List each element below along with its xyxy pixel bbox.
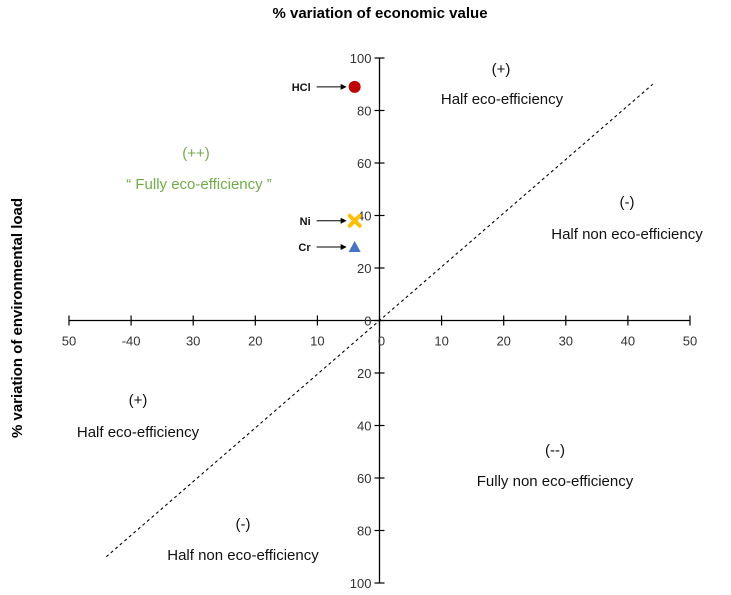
y-tick-label: 60	[357, 156, 371, 171]
y-tick-label: 100	[350, 51, 372, 66]
annotation-q2-sign: (-)	[620, 194, 635, 211]
annotation-q4-text: Half eco-efficiency	[77, 424, 200, 441]
point-label-hcl: HCl	[292, 82, 311, 94]
reference-line	[105, 83, 654, 558]
y-tick-label: 40	[357, 419, 371, 434]
point-arrowhead-cr	[340, 244, 347, 250]
point-hcl	[348, 80, 361, 93]
y-tick-label: 60	[357, 471, 371, 486]
annotation-q6-text: Half non eco-efficiency	[167, 547, 319, 564]
chart-title: % variation of economic value	[272, 5, 487, 22]
x-tick-label: 50	[683, 334, 697, 349]
point-cr	[348, 241, 361, 252]
x-tick-label: 50	[62, 334, 76, 349]
x-tick-label: 10	[434, 334, 448, 349]
point-label-ni: Ni	[300, 216, 311, 228]
annotation-q5-sign: (--)	[545, 442, 565, 459]
y-tick-label: 0	[364, 314, 371, 329]
y-tick-label: 100	[350, 576, 372, 591]
x-tick-label: 20	[496, 334, 510, 349]
point-ni	[347, 213, 362, 228]
annotation-q5-text: Fully non eco-efficiency	[477, 473, 634, 490]
y-axis-label: % variation of environmental load	[9, 198, 26, 438]
point-label-cr: Cr	[298, 242, 311, 254]
y-tick-label: 80	[357, 104, 371, 119]
x-tick-label: 10	[310, 334, 324, 349]
y-tick-label: 40	[357, 209, 371, 224]
annotation-q6-sign: (-)	[236, 516, 251, 533]
y-tick-label: 20	[357, 366, 371, 381]
annotation-q1-text: Half eco-efficiency	[441, 91, 564, 108]
x-tick-label: 30	[186, 334, 200, 349]
x-tick-label: 40	[621, 334, 635, 349]
x-tick-label: 0	[378, 334, 385, 349]
x-tick-label: -40	[122, 334, 141, 349]
annotation-q3-sign: (++)	[182, 145, 210, 162]
reference-line-group	[105, 83, 654, 558]
tick-labels: 50 -40 30 20 10 0 10 20 30 40 50100806040200204060…	[62, 51, 697, 591]
annotation-q4-sign: (+)	[129, 392, 148, 409]
x-tick-label: 20	[248, 334, 262, 349]
y-tick-label: 80	[357, 524, 371, 539]
x-tick-label: 30	[559, 334, 573, 349]
annotation-q2-text: Half non eco-efficiency	[551, 226, 703, 243]
y-tick-label: 20	[357, 261, 371, 276]
data-points: HCl Ni Cr	[292, 80, 362, 254]
point-arrowhead-ni	[340, 217, 347, 224]
point-arrowhead-hcl	[340, 83, 347, 90]
annotation-q1-sign: (+)	[492, 61, 511, 78]
annotation-q3-text: “ Fully eco-efficiency ”	[126, 176, 272, 193]
